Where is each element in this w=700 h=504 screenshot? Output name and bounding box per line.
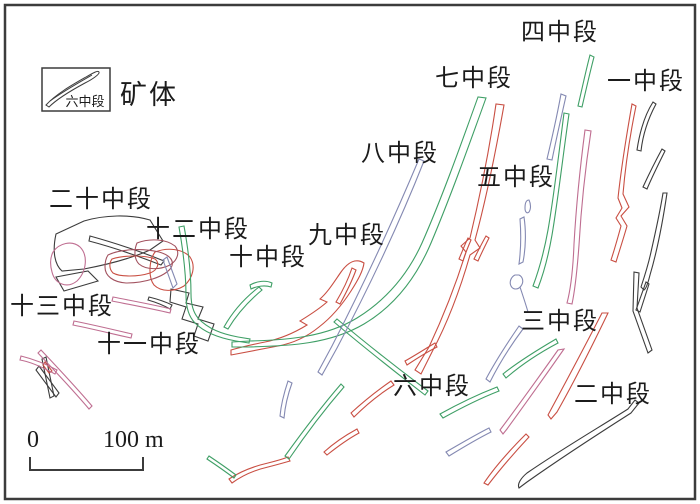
ore-body-shape xyxy=(547,312,609,420)
ore-body-shape xyxy=(642,148,666,190)
ore-body-shape xyxy=(147,296,173,310)
ore-body-shape xyxy=(518,216,526,265)
ore-body-shape xyxy=(323,428,360,456)
ore-body-shape xyxy=(404,342,438,366)
ore-body-shape xyxy=(632,271,653,354)
label-level-13: 十三中段 xyxy=(10,294,114,320)
label-level-4: 四中段 xyxy=(521,20,599,46)
ore-body-shape xyxy=(50,242,86,286)
ore-body-shape xyxy=(162,256,178,290)
ore-body-shape xyxy=(519,286,529,313)
ore-body-shape xyxy=(350,380,395,418)
ore-body-shape xyxy=(577,54,595,108)
ore-body-shape xyxy=(566,129,592,305)
scale-end-label: 100 m xyxy=(103,427,164,453)
legend-ore-body-shape xyxy=(45,70,100,108)
ore-bodies-pink xyxy=(19,129,592,435)
ore-body-shape xyxy=(149,248,194,291)
ore-body-shape xyxy=(483,433,530,486)
ore-body-shape xyxy=(502,338,559,379)
ore-body-shape xyxy=(414,103,505,375)
label-level-2: 二中段 xyxy=(574,382,652,408)
ore-body-shape xyxy=(532,112,570,289)
ore-body-shape xyxy=(223,286,263,330)
label-level-7: 七中段 xyxy=(435,66,513,92)
ore-body-shape xyxy=(485,325,524,383)
label-level-11: 十一中段 xyxy=(97,332,201,358)
ore-body-shape xyxy=(19,355,58,375)
ore-body-shape xyxy=(228,456,291,484)
ore-body-shape xyxy=(249,280,273,290)
ore-body-shape xyxy=(445,427,492,457)
legend-title: 矿体 xyxy=(120,80,178,110)
ore-bodies-purple xyxy=(162,93,567,457)
ore-body-shape xyxy=(524,199,532,214)
ore-body-shape xyxy=(230,260,365,356)
ore-body-shape xyxy=(279,380,293,419)
ore-body-shape xyxy=(458,237,472,262)
ore-body-shape xyxy=(509,274,524,290)
label-level-20: 二十中段 xyxy=(49,187,153,213)
scale-bar xyxy=(29,457,144,471)
label-level-6: 六中段 xyxy=(393,374,471,400)
ore-body-shape xyxy=(439,386,500,419)
ore-bodies-green xyxy=(178,54,595,479)
label-level-10: 十中段 xyxy=(229,245,307,271)
ore-body-shape xyxy=(206,455,237,479)
ore-body-shape xyxy=(517,399,640,489)
ore-body-shape xyxy=(284,383,345,460)
ore-bodies-black xyxy=(35,101,668,489)
ore-body-shape xyxy=(111,296,172,314)
ore-body-shape xyxy=(104,249,173,284)
label-level-3: 三中段 xyxy=(521,309,599,335)
ore-body-shape xyxy=(231,96,487,348)
ore-body-shape xyxy=(55,270,100,292)
ore-body-shape xyxy=(317,158,425,376)
ore-body-shape xyxy=(610,103,637,263)
ore-body-shape xyxy=(499,348,566,435)
scale-start-label: 0 xyxy=(27,427,39,453)
label-level-5: 五中段 xyxy=(477,165,555,191)
ore-bodies-red xyxy=(42,103,637,486)
legend-swatch: 六中段 xyxy=(41,67,111,112)
map-border xyxy=(3,3,697,501)
label-level-8: 八中段 xyxy=(361,141,439,167)
ore-body-shape xyxy=(35,365,60,398)
ore-body-shape xyxy=(178,225,251,344)
ore-body-shape xyxy=(88,235,165,266)
label-level-1: 一中段 xyxy=(607,69,685,95)
ore-body-shape xyxy=(72,320,133,339)
ore-body-shape xyxy=(473,235,490,262)
ore-body-shape xyxy=(37,349,93,410)
label-level-9: 九中段 xyxy=(308,223,386,249)
ore-body-shape xyxy=(134,239,179,270)
ore-body-shape xyxy=(335,267,357,305)
legend-box xyxy=(41,67,111,112)
ore-body-shape xyxy=(53,215,164,272)
label-level-12: 十二中段 xyxy=(146,217,250,243)
ore-body-shape xyxy=(640,192,668,291)
ore-body-shape xyxy=(635,281,650,313)
ore-body-shape xyxy=(546,93,567,161)
legend-swatch-label: 六中段 xyxy=(65,94,104,109)
ore-body-shape xyxy=(636,101,657,152)
legend-ore-body-inner-line xyxy=(49,74,93,102)
ore-body-shape xyxy=(333,318,429,396)
